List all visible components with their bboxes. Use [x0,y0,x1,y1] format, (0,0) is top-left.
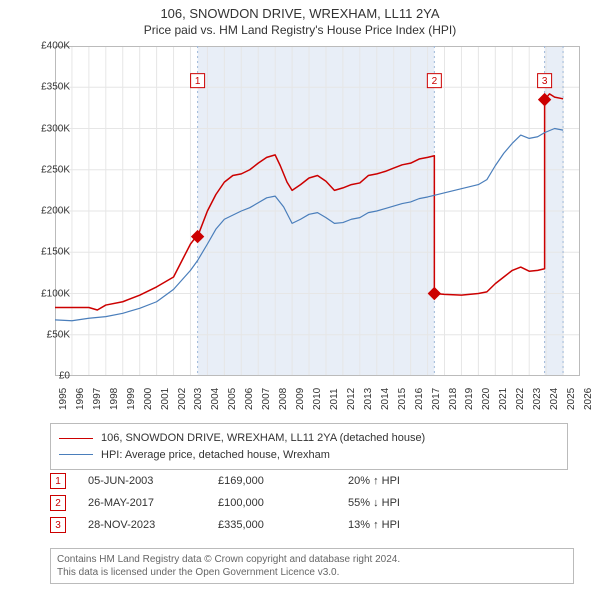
x-tick-label: 2025 [566,388,577,410]
x-tick-label: 1998 [109,388,120,410]
legend-item: 106, SNOWDON DRIVE, WREXHAM, LL11 2YA (d… [59,430,559,447]
title-line2: Price paid vs. HM Land Registry's House … [0,23,600,39]
legend-swatch [59,438,93,439]
x-tick-label: 1996 [75,388,86,410]
svg-text:1: 1 [195,76,201,87]
x-tick-label: 2020 [481,388,492,410]
event-price: £335,000 [218,519,348,531]
x-tick-label: 2018 [448,388,459,410]
event-number: 2 [55,498,61,509]
event-delta: 20% ↑ HPI [348,475,478,487]
footer-line2: This data is licensed under the Open Gov… [57,566,567,579]
x-tick-label: 1997 [92,388,103,410]
svg-text:2: 2 [432,76,438,87]
y-tick-label: £250K [20,164,70,175]
legend-item: HPI: Average price, detached house, Wrex… [59,447,559,464]
x-tick-label: 2019 [464,388,475,410]
x-tick-label: 2012 [346,388,357,410]
chart-title: 106, SNOWDON DRIVE, WREXHAM, LL11 2YA Pr… [0,0,600,38]
x-tick-label: 2014 [380,388,391,410]
x-tick-label: 2000 [143,388,154,410]
svg-text:3: 3 [542,76,548,87]
x-tick-label: 2006 [244,388,255,410]
y-tick-label: £0 [20,371,70,382]
x-tick-label: 2015 [397,388,408,410]
event-row: 2 26-MAY-2017 £100,000 55% ↓ HPI [50,492,550,514]
x-tick-label: 2013 [363,388,374,410]
y-tick-label: £100K [20,288,70,299]
x-tick-label: 2005 [227,388,238,410]
y-tick-label: £200K [20,206,70,217]
y-tick-label: £50K [20,329,70,340]
footer-line1: Contains HM Land Registry data © Crown c… [57,553,567,566]
x-tick-label: 2001 [160,388,171,410]
x-tick-label: 2004 [210,388,221,410]
x-tick-label: 2021 [498,388,509,410]
x-tick-label: 2022 [515,388,526,410]
event-date: 26-MAY-2017 [88,497,218,509]
y-tick-label: £150K [20,247,70,258]
event-row: 3 28-NOV-2023 £335,000 13% ↑ HPI [50,514,550,536]
event-number: 3 [55,520,61,531]
legend-label: 106, SNOWDON DRIVE, WREXHAM, LL11 2YA (d… [101,430,425,447]
x-tick-label: 2016 [414,388,425,410]
event-marker: 2 [50,495,66,511]
event-marker: 3 [50,517,66,533]
event-marker: 1 [50,473,66,489]
y-tick-label: £350K [20,82,70,93]
line-chart: 1 2 3 [55,46,580,376]
x-tick-label: 2007 [261,388,272,410]
x-tick-label: 2023 [532,388,543,410]
event-date: 28-NOV-2023 [88,519,218,531]
title-line1: 106, SNOWDON DRIVE, WREXHAM, LL11 2YA [0,6,600,23]
event-delta: 55% ↓ HPI [348,497,478,509]
attribution-footer: Contains HM Land Registry data © Crown c… [50,548,574,584]
x-tick-label: 2017 [431,388,442,410]
x-tick-label: 2003 [193,388,204,410]
event-price: £100,000 [218,497,348,509]
event-row: 1 05-JUN-2003 £169,000 20% ↑ HPI [50,470,550,492]
y-tick-label: £300K [20,123,70,134]
x-tick-label: 1999 [126,388,137,410]
x-tick-label: 2024 [549,388,560,410]
x-tick-label: 2008 [278,388,289,410]
x-tick-label: 2011 [329,388,340,410]
x-tick-label: 2026 [583,388,594,410]
x-tick-label: 2002 [177,388,188,410]
x-tick-label: 2009 [295,388,306,410]
y-tick-label: £400K [20,41,70,52]
legend: 106, SNOWDON DRIVE, WREXHAM, LL11 2YA (d… [50,423,568,470]
chart-container: { "title": { "line1": "106, SNOWDON DRIV… [0,0,600,590]
x-axis-ticks: 1995 1996 1997 1998 1999 2000 2001 2002 2003 2004… [55,382,580,422]
event-number: 1 [55,476,61,487]
legend-label: HPI: Average price, detached house, Wrex… [101,447,330,464]
x-tick-label: 1995 [58,388,69,410]
event-price: £169,000 [218,475,348,487]
legend-swatch [59,454,93,455]
event-delta: 13% ↑ HPI [348,519,478,531]
x-tick-label: 2010 [312,388,323,410]
event-date: 05-JUN-2003 [88,475,218,487]
events-table: 1 05-JUN-2003 £169,000 20% ↑ HPI 2 26-MA… [50,470,550,536]
